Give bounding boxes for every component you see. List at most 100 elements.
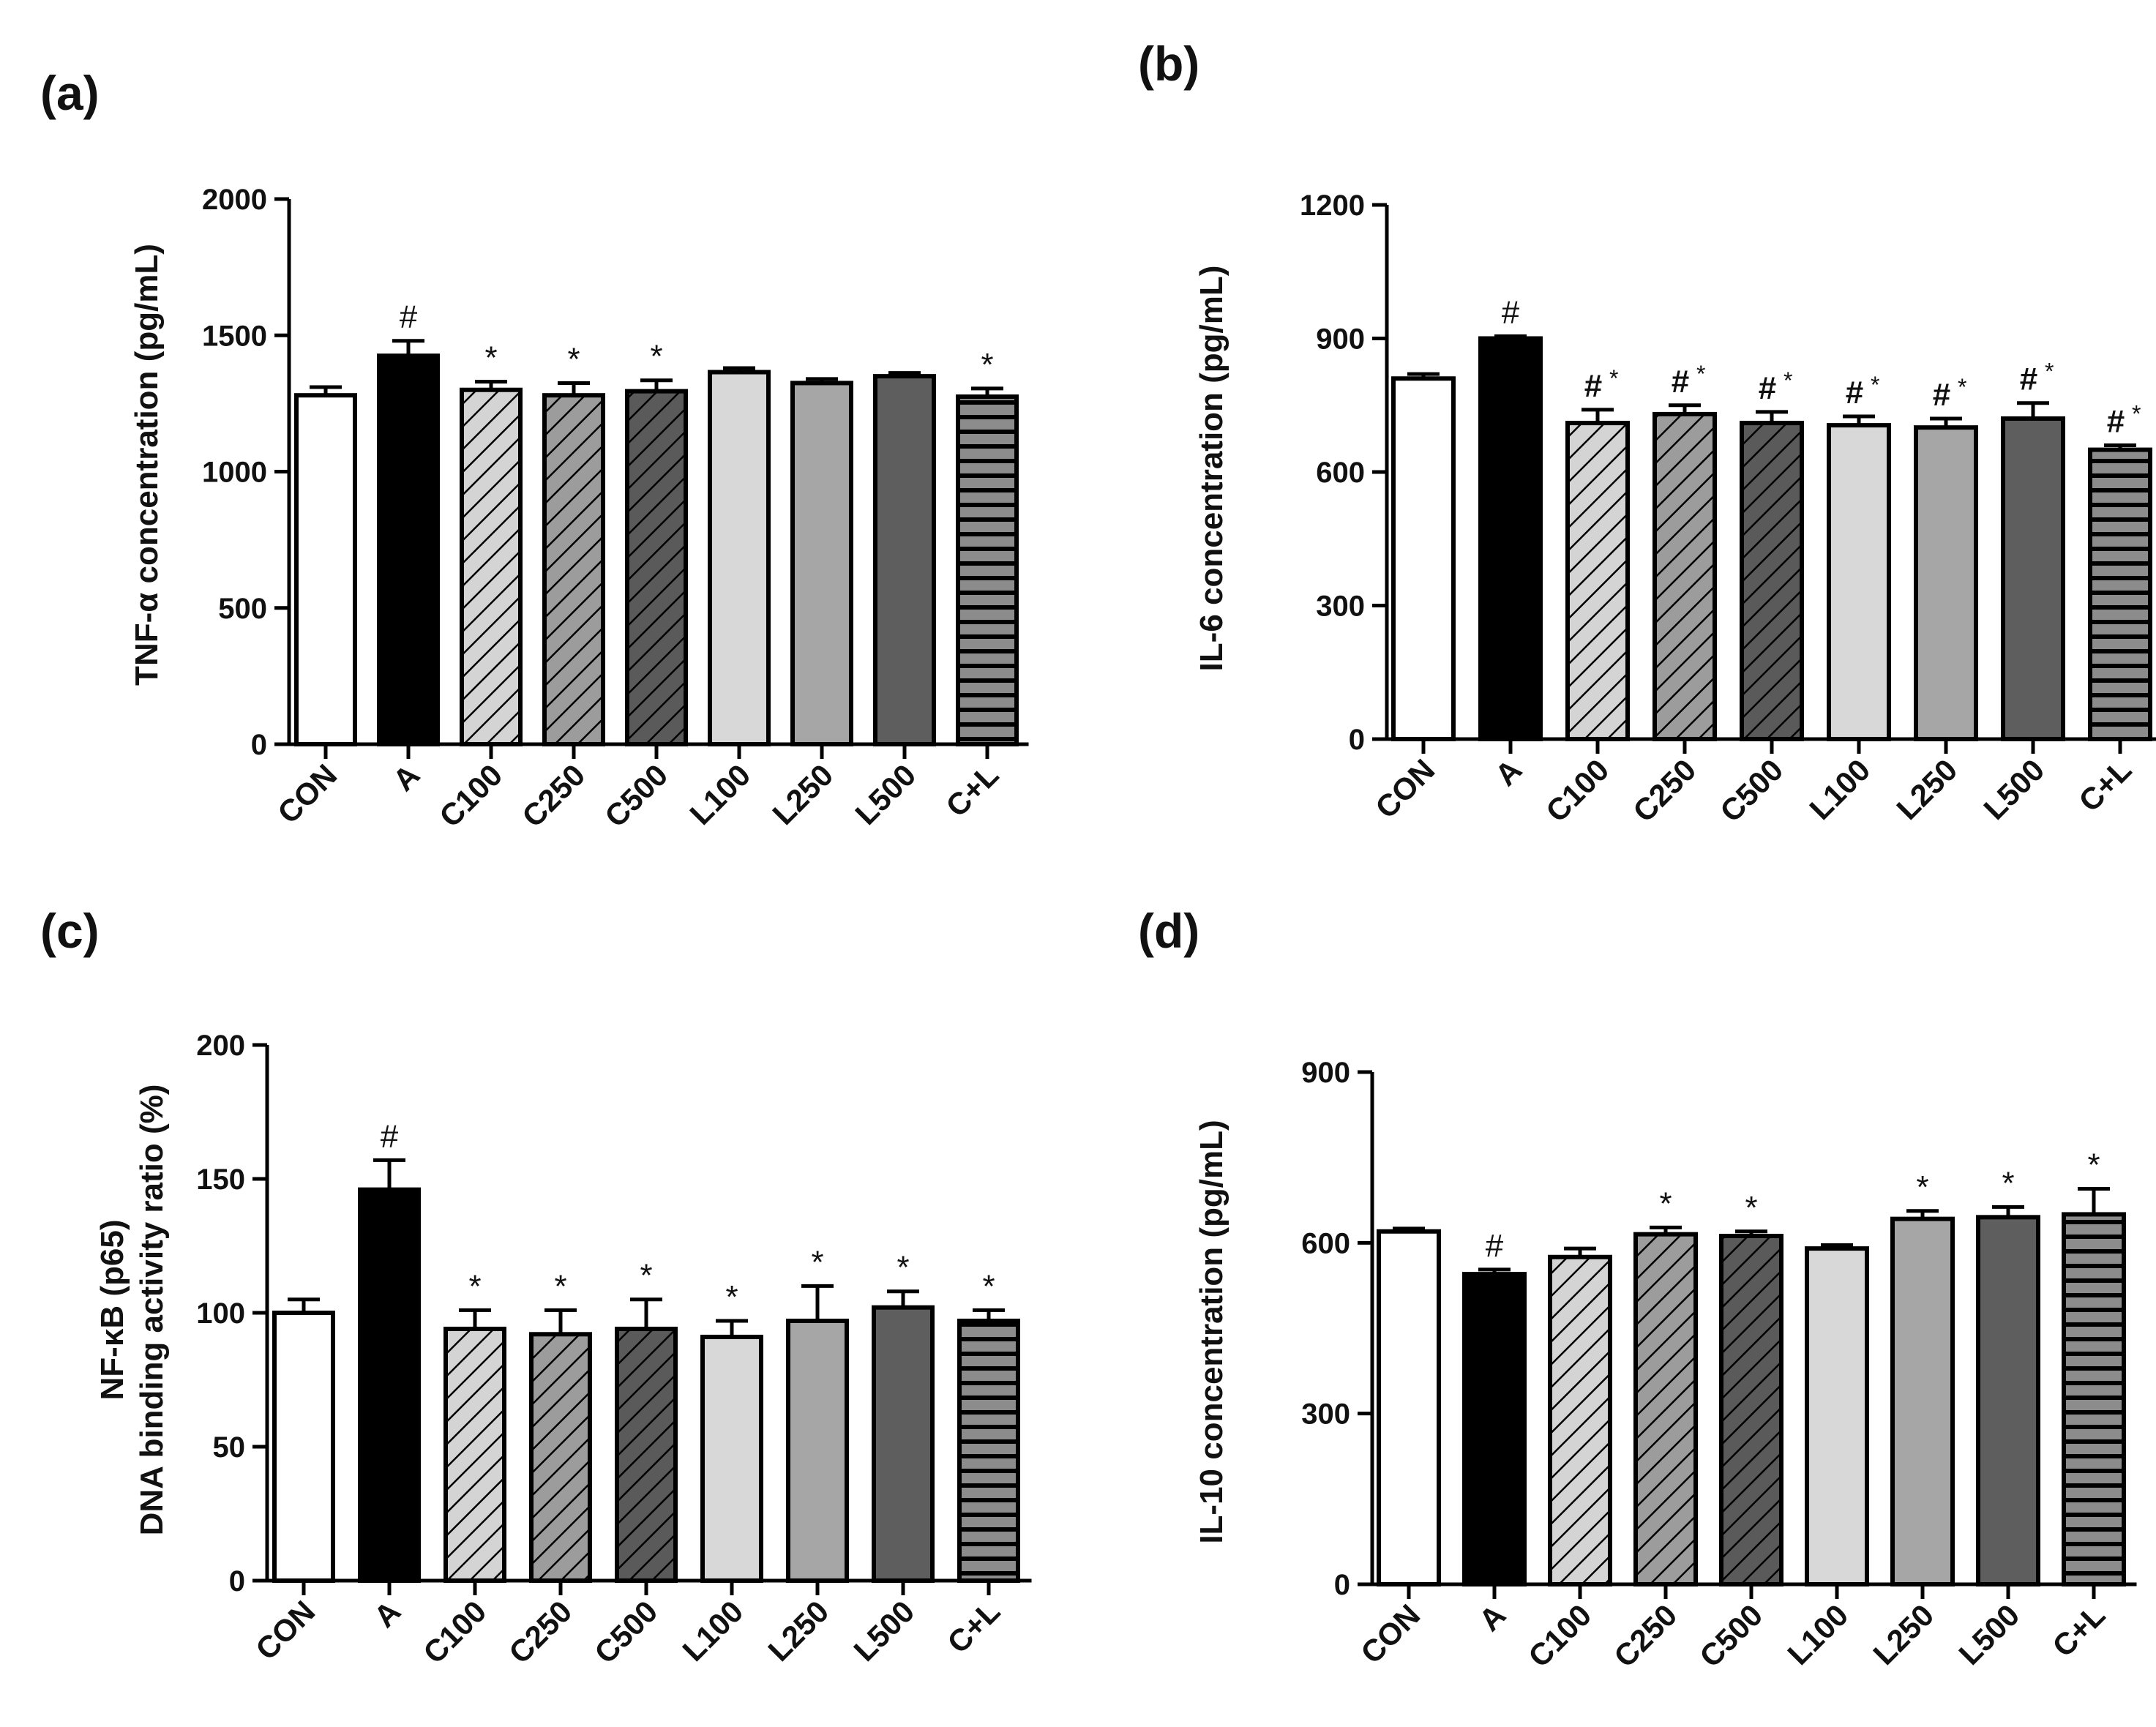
- category-label: C250: [502, 1594, 578, 1670]
- category-label: C100: [1539, 752, 1615, 828]
- significance-mark: *: [811, 1244, 823, 1280]
- significance-mark-sup: *: [1958, 374, 1966, 400]
- bar-c100: [443, 1326, 506, 1583]
- y-tick-label: 100: [196, 1297, 245, 1330]
- category-label: CON: [1369, 752, 1441, 825]
- category-label: C500: [1693, 1597, 1769, 1674]
- significance-mark: #: [1486, 1228, 1504, 1264]
- category-label: L100: [1803, 752, 1876, 826]
- bar-cplusl: [2062, 1212, 2126, 1586]
- bar-a: [377, 353, 440, 746]
- category-label: A: [1472, 1597, 1513, 1638]
- category-label: A: [367, 1594, 408, 1634]
- bar-c500: [1719, 1234, 1783, 1586]
- significance-mark-sup: *: [2132, 401, 2141, 427]
- category-label: C100: [416, 1594, 493, 1670]
- y-tick-label: 0: [1334, 1569, 1350, 1601]
- bar-l250: [1914, 425, 1978, 742]
- bar-l100: [1805, 1246, 1869, 1586]
- category-label: CON: [249, 1594, 321, 1666]
- y-tick-label: 1000: [202, 457, 267, 489]
- significance-mark: #: [1846, 375, 1863, 411]
- plot-area: 0 50 100 150 200 CON A # C100 * C250 * C500 * L100 * L25…: [196, 1030, 1032, 1670]
- category-label: C+L: [939, 757, 1005, 823]
- bar-l500: [873, 374, 936, 746]
- y-tick-label: 1200: [1300, 190, 1365, 222]
- bar-c250: [529, 1332, 592, 1584]
- bar-con: [272, 1311, 335, 1583]
- category-label: L500: [1977, 752, 2051, 826]
- plot-area: 0 500 1000 1500 2000 CON A # C100 * C250 * C500 * L100…: [202, 184, 1029, 833]
- category-label: L500: [1952, 1597, 2026, 1671]
- category-label: C100: [433, 757, 509, 833]
- bar-l250: [790, 381, 853, 746]
- category-label: C100: [1521, 1597, 1598, 1674]
- y-tick-label: 0: [229, 1565, 245, 1597]
- y-axis-title: IL-10 concentration (pg/mL): [1194, 1120, 1229, 1543]
- significance-mark: *: [1659, 1185, 1672, 1221]
- bar-cplusl: [957, 1318, 1020, 1583]
- significance-mark: #: [1502, 294, 1520, 330]
- y-tick-label: 50: [213, 1431, 246, 1464]
- category-label: A: [386, 757, 427, 798]
- bar-l100: [1827, 423, 1891, 741]
- plot-area: 0 300 600 900 CON A # C100 C250 * C500 * L100 L250 * L5…: [1301, 1057, 2137, 1674]
- y-tick-label: 600: [1301, 1227, 1350, 1259]
- category-label: L500: [847, 1594, 921, 1668]
- bar-con: [294, 393, 357, 746]
- y-tick-label: 0: [251, 729, 267, 761]
- significance-mark: #: [1672, 364, 1689, 400]
- panel-c: (c) NF-κB (p65) DNA binding activity rat…: [40, 904, 1032, 1670]
- bar-l500: [872, 1305, 935, 1584]
- category-label: CON: [271, 757, 343, 830]
- panel-label: (d): [1138, 904, 1199, 958]
- category-label: L250: [1890, 752, 1964, 826]
- bar-c500: [1740, 421, 1804, 741]
- bar-l250: [786, 1318, 849, 1583]
- bar-c500: [615, 1326, 678, 1583]
- y-axis-title: TNF-α concentration (pg/mL): [129, 244, 165, 686]
- bar-c500: [625, 389, 688, 746]
- bar-a: [358, 1187, 421, 1583]
- y-tick-label: 200: [196, 1030, 245, 1062]
- bar-l100: [708, 370, 771, 746]
- category-label: L100: [1781, 1597, 1854, 1671]
- bar-a: [1462, 1272, 1527, 1586]
- panel-a: (a) TNF-α concentration (pg/mL) 0 500 1000…: [40, 66, 1029, 833]
- bar-l100: [700, 1334, 763, 1583]
- y-tick-label: 900: [1301, 1057, 1350, 1089]
- significance-mark-sup: *: [1696, 361, 1705, 387]
- bar-l500: [2001, 416, 2065, 741]
- category-label: L100: [683, 757, 757, 831]
- significance-mark-sup: *: [1609, 365, 1618, 392]
- significance-mark: #: [381, 1118, 399, 1154]
- significance-mark: *: [897, 1250, 909, 1286]
- significance-mark: #: [1933, 377, 1950, 413]
- bar-l500: [1976, 1215, 2040, 1587]
- y-axis-title-line-2: DNA binding activity ratio (%): [134, 1084, 170, 1536]
- category-label: L250: [761, 1594, 835, 1668]
- category-label: L100: [675, 1594, 749, 1668]
- y-tick-label: 1500: [202, 320, 267, 352]
- y-tick-label: 900: [1316, 323, 1365, 356]
- y-axis-title: IL-6 concentration (pg/mL): [1194, 266, 1229, 672]
- category-label: C500: [588, 1594, 664, 1670]
- significance-mark: *: [1916, 1169, 1928, 1205]
- significance-mark: *: [468, 1268, 481, 1304]
- bar-c250: [1633, 1232, 1698, 1586]
- bar-con: [1377, 1229, 1441, 1587]
- significance-mark: #: [2020, 361, 2037, 397]
- category-label: C250: [1607, 1597, 1683, 1674]
- bar-c100: [1565, 421, 1630, 741]
- panel-label: (c): [40, 904, 100, 958]
- significance-mark: *: [2087, 1147, 2100, 1183]
- panel-label: (b): [1138, 37, 1199, 91]
- y-tick-label: 2000: [202, 184, 267, 216]
- y-tick-label: 300: [1301, 1398, 1350, 1431]
- bar-c250: [1652, 411, 1717, 742]
- significance-mark: *: [484, 340, 497, 376]
- category-label: A: [1489, 752, 1529, 793]
- category-label: C250: [515, 757, 591, 833]
- y-tick-label: 300: [1316, 591, 1365, 623]
